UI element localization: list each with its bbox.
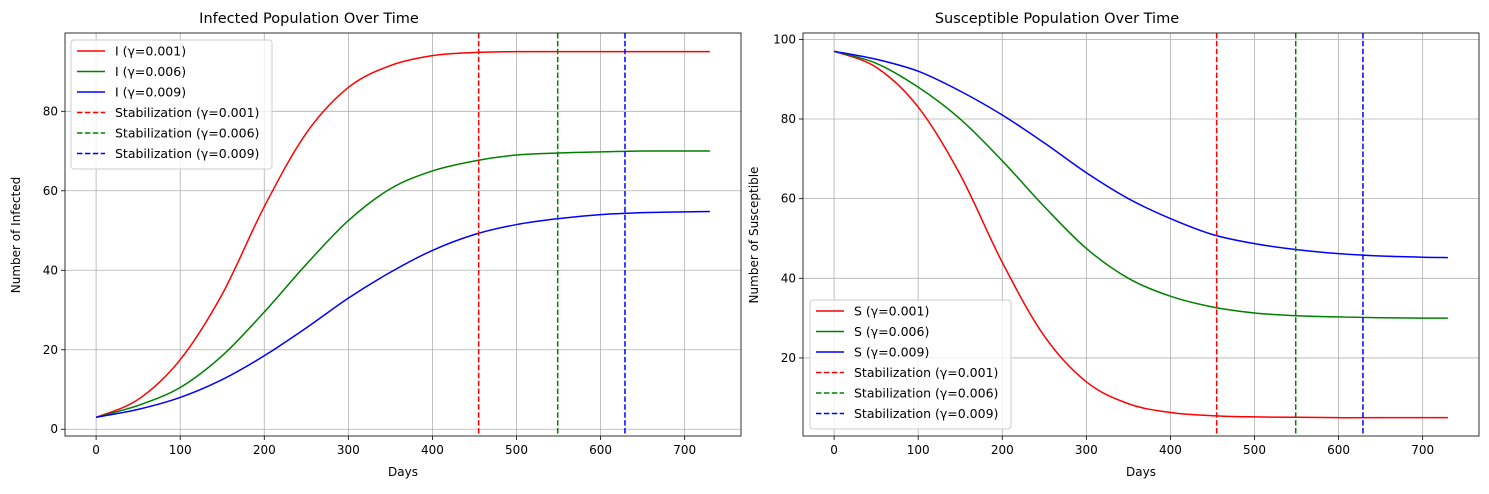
panel-1-frame	[64, 32, 742, 437]
y-tick-label: 20	[781, 351, 796, 365]
legend-label: I (γ=0.001)	[115, 44, 186, 59]
legend-label: I (γ=0.009)	[115, 85, 186, 100]
legend-label: S (γ=0.006)	[854, 324, 929, 339]
y-tick-label: 100	[773, 32, 796, 46]
x-tick-label: 600	[589, 443, 612, 457]
x-tick-label: 500	[505, 443, 528, 457]
panel-1-xlabel: Days	[388, 465, 418, 479]
y-tick-label: 80	[43, 104, 58, 118]
legend-label: Stabilization (γ=0.001)	[115, 105, 259, 120]
x-tick-label: 400	[1159, 443, 1182, 457]
panel-1-legend: I (γ=0.001) I (γ=0.006) I (γ=0.009) Stabili…	[70, 39, 273, 170]
y-tick-label: 80	[781, 112, 796, 126]
legend-box	[70, 39, 273, 170]
panel-1-series-line-2	[95, 150, 710, 419]
y-tick-label: 20	[43, 343, 58, 357]
x-tick-label: 300	[337, 443, 360, 457]
panel-1-series-line-1	[95, 50, 710, 419]
legend-label: S (γ=0.001)	[854, 304, 929, 319]
x-tick-label: 200	[991, 443, 1014, 457]
legend-label: Stabilization (γ=0.001)	[854, 365, 998, 380]
panel-2-title: Susceptible Population Over Time	[935, 11, 1179, 27]
x-tick-label: 700	[673, 443, 696, 457]
panel-1-series-line-3	[95, 210, 710, 419]
legend-label: Stabilization (γ=0.006)	[115, 126, 259, 141]
panel-1-ylabel: Number of Infected	[9, 177, 23, 293]
legend-label: I (γ=0.006)	[115, 64, 186, 79]
y-tick-label: 0	[50, 422, 58, 436]
panel-2-frame	[802, 32, 1480, 437]
panel-susceptible: Susceptible Population Over Time Days Nu…	[747, 11, 1480, 479]
legend-label: Stabilization (γ=0.009)	[854, 406, 998, 421]
panel-infected: Infected Population Over Time Days Numbe…	[9, 11, 742, 479]
legend-label: Stabilization (γ=0.009)	[115, 146, 259, 161]
panel-1-grid	[65, 33, 741, 436]
panel-2-series-line-2	[833, 50, 1448, 319]
panel-1-title: Infected Population Over Time	[199, 11, 419, 27]
panel-2-legend: S (γ=0.001) S (γ=0.006) S (γ=0.009) Stabili…	[809, 299, 1012, 430]
x-tick-label: 0	[92, 443, 100, 457]
x-tick-label: 200	[253, 443, 276, 457]
panel-2-series-line-1	[833, 50, 1448, 419]
x-tick-label: 700	[1411, 443, 1434, 457]
panel-2-series-line-3	[833, 50, 1448, 259]
legend-box	[809, 299, 1012, 430]
x-tick-label: 400	[421, 443, 444, 457]
legend-label: S (γ=0.009)	[854, 345, 929, 360]
x-tick-label: 500	[1243, 443, 1266, 457]
x-tick-label: 300	[1075, 443, 1098, 457]
x-tick-label: 600	[1327, 443, 1350, 457]
x-tick-label: 100	[169, 443, 192, 457]
x-tick-label: 0	[830, 443, 838, 457]
y-tick-label: 40	[43, 263, 58, 277]
legend-label: Stabilization (γ=0.006)	[854, 386, 998, 401]
y-tick-label: 60	[43, 184, 58, 198]
y-tick-label: 60	[781, 192, 796, 206]
y-tick-label: 40	[781, 271, 796, 285]
panel-2-ylabel: Number of Susceptible	[747, 167, 761, 304]
panel-2-xlabel: Days	[1126, 465, 1156, 479]
x-tick-label: 100	[907, 443, 930, 457]
